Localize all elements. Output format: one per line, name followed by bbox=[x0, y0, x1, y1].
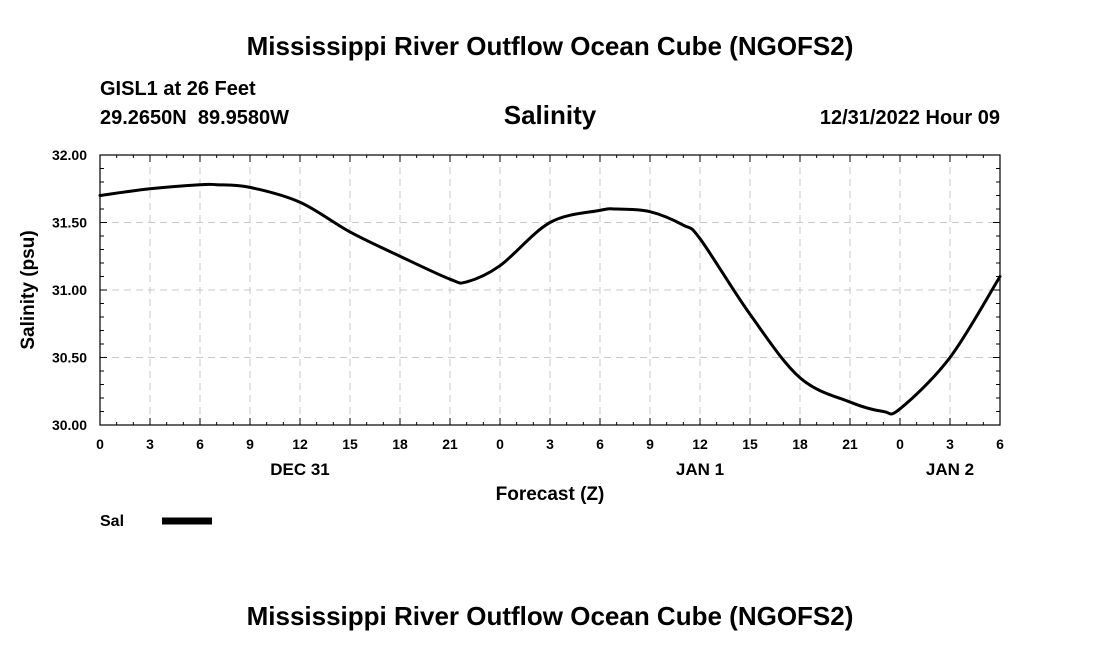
station-coords: 29.2650N 89.9580W bbox=[100, 107, 289, 129]
date-label: DEC 31 bbox=[270, 460, 330, 479]
x-tick-label: 0 bbox=[896, 436, 904, 452]
x-tick-label: 3 bbox=[946, 436, 954, 452]
y-tick-label: 31.50 bbox=[52, 215, 87, 231]
y-tick-label: 30.50 bbox=[52, 350, 87, 366]
legend: Sal bbox=[100, 513, 212, 530]
date-label: JAN 1 bbox=[676, 460, 724, 479]
x-tick-label: 6 bbox=[196, 436, 204, 452]
x-tick-label: 12 bbox=[292, 436, 308, 452]
x-tick-label: 18 bbox=[792, 436, 808, 452]
date-label: JAN 2 bbox=[926, 460, 974, 479]
x-tick-label: 12 bbox=[692, 436, 708, 452]
grid bbox=[100, 155, 1000, 425]
legend-label-sal: Sal bbox=[100, 513, 124, 530]
series-layer bbox=[98, 182, 1002, 416]
x-tick-label: 9 bbox=[646, 436, 654, 452]
station-name: GISL1 at 26 Feet bbox=[100, 78, 256, 100]
series-line-sal bbox=[98, 182, 1002, 416]
y-axis-label: Salinity (psu) bbox=[18, 230, 39, 349]
x-tick-label: 18 bbox=[392, 436, 408, 452]
x-tick-label: 15 bbox=[742, 436, 758, 452]
x-tick-label: 15 bbox=[342, 436, 358, 452]
y-tick-label: 31.00 bbox=[52, 282, 87, 298]
x-tick-label: 21 bbox=[842, 436, 858, 452]
timestamp: 12/31/2022 Hour 09 bbox=[820, 107, 1000, 129]
footer-title: Mississippi River Outflow Ocean Cube (NG… bbox=[247, 601, 854, 631]
x-tick-label: 21 bbox=[442, 436, 458, 452]
header-title: Mississippi River Outflow Ocean Cube (NG… bbox=[247, 31, 854, 61]
x-tick-label: 6 bbox=[996, 436, 1004, 452]
x-tick-label: 6 bbox=[596, 436, 604, 452]
x-tick-label: 3 bbox=[146, 436, 154, 452]
axis-tick-labels: 0 3 6 9 12 15 18 21 0 3 6 9 12 15 18 21 0 3 6 30.00 30.50 31.… bbox=[52, 147, 1004, 452]
date-labels: DEC 31 JAN 1 JAN 2 bbox=[270, 460, 974, 479]
x-tick-label: 3 bbox=[546, 436, 554, 452]
x-tick-label: 9 bbox=[246, 436, 254, 452]
x-axis-label: Forecast (Z) bbox=[496, 484, 605, 505]
x-tick-label: 0 bbox=[96, 436, 104, 452]
plot-frame bbox=[99, 154, 1001, 426]
chart-title: Salinity bbox=[504, 100, 597, 130]
axis-ticks bbox=[99, 154, 1001, 426]
x-tick-label: 0 bbox=[496, 436, 504, 452]
y-tick-label: 30.00 bbox=[52, 417, 87, 433]
y-tick-label: 32.00 bbox=[52, 147, 87, 163]
